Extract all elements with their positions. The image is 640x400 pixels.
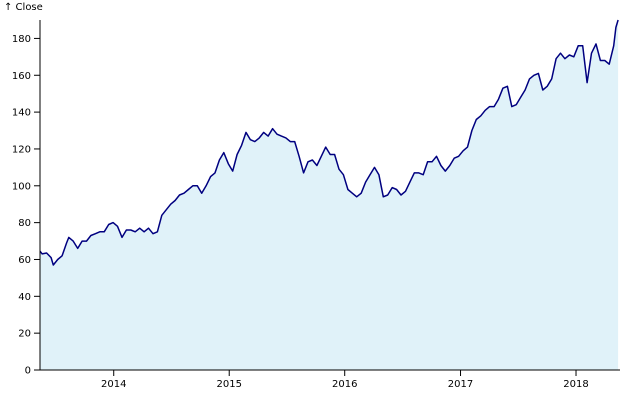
y-tick-label: 120 (12, 144, 31, 155)
close-price-line (39, 19, 619, 266)
y-tick-label: 0 (25, 366, 31, 377)
x-axis: 2014 2015 2016 2017 2018 (40, 369, 620, 390)
x-tick-label: 2018 (563, 379, 588, 390)
x-tick-label: 2014 (101, 379, 126, 390)
y-tick-label: 80 (18, 218, 31, 229)
y-tick-label: 100 (12, 181, 31, 192)
x-tick-label: 2015 (216, 379, 241, 390)
y-tick-label: 160 (12, 71, 31, 82)
y-tick-label: 40 (18, 292, 31, 303)
y-tick-label: 20 (18, 329, 31, 340)
y-tick-label: 60 (18, 255, 31, 266)
x-tick-label: 2016 (332, 379, 357, 390)
y-tick-label: 140 (12, 108, 31, 119)
area-fill (40, 20, 619, 370)
y-tick-label: 180 (12, 34, 31, 45)
y-axis: 0 20 40 60 80 100 120 140 160 180 (12, 20, 41, 377)
x-tick-label: 2017 (448, 379, 473, 390)
y-axis-title: ↑ Close (4, 2, 43, 13)
